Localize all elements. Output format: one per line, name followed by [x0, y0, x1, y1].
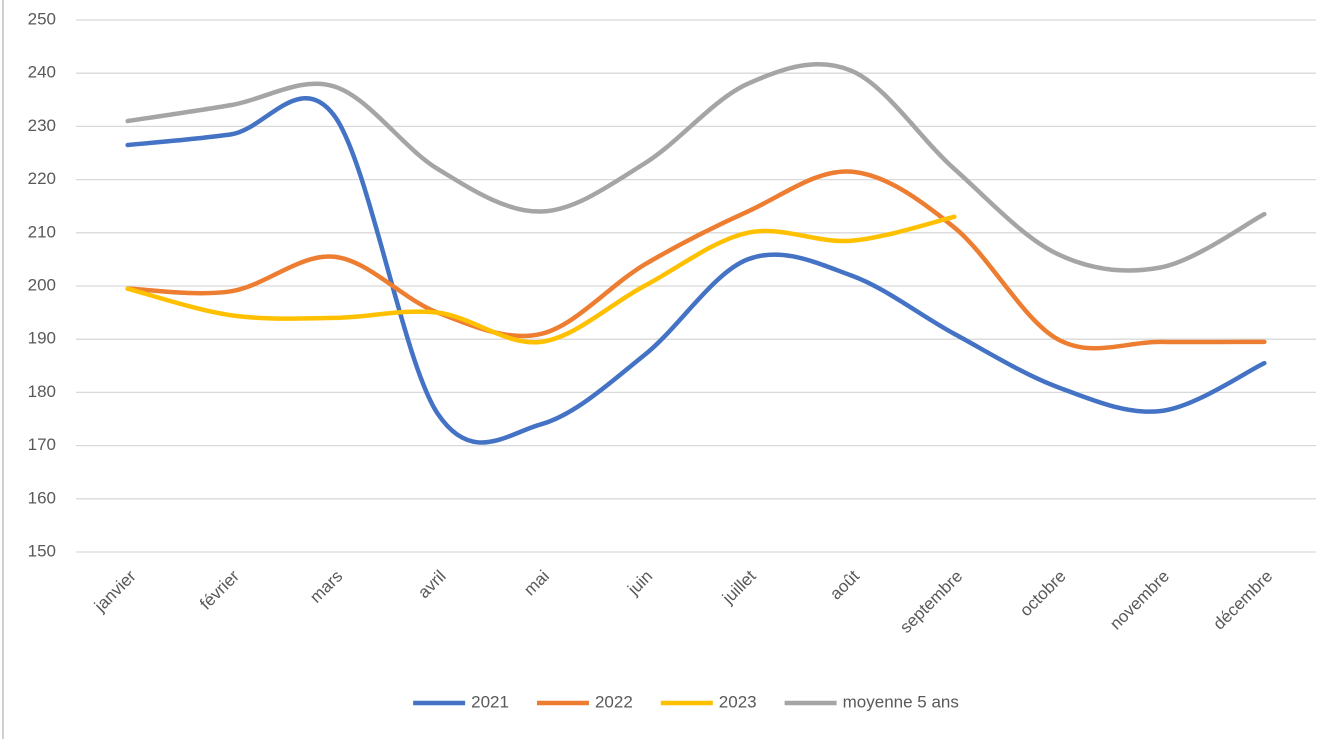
legend-label: 2023 — [719, 692, 757, 711]
y-tick-label: 210 — [28, 222, 56, 241]
x-tick-label: avril — [414, 567, 449, 602]
legend-label: 2022 — [595, 692, 633, 711]
x-tick-label: juillet — [718, 566, 760, 608]
x-tick-label: août — [826, 566, 863, 603]
y-tick-label: 240 — [28, 63, 56, 82]
y-tick-label: 200 — [28, 275, 56, 294]
legend: 2021 2022 2023 moyenne 5 ans — [413, 692, 959, 711]
line-series — [125, 62, 1267, 273]
line-series — [125, 169, 1267, 351]
y-tick-label: 180 — [28, 382, 56, 401]
y-tick-label: 150 — [28, 541, 56, 560]
x-tick-label: novembre — [1106, 567, 1173, 634]
x-tick-label: janvier — [90, 566, 140, 616]
x-tick-label: octobre — [1016, 567, 1070, 621]
y-tick-label: 170 — [28, 435, 56, 454]
x-tick-label: décembre — [1209, 567, 1276, 634]
legend-label: moyenne 5 ans — [843, 692, 959, 711]
line-series — [125, 214, 957, 345]
x-tick-label: juin — [623, 567, 656, 600]
y-tick-label: 190 — [28, 329, 56, 348]
y-tick-label: 220 — [28, 169, 56, 188]
x-tick-label: mars — [306, 567, 346, 607]
x-tick-label: septembre — [896, 567, 966, 637]
line-series — [125, 96, 1267, 445]
x-tick-label: février — [196, 566, 243, 613]
y-tick-label: 250 — [28, 9, 56, 28]
y-tick-label: 160 — [28, 488, 56, 507]
y-tick-label: 230 — [28, 116, 56, 135]
x-tick-label: mai — [520, 567, 553, 600]
legend-label: 2021 — [471, 692, 509, 711]
